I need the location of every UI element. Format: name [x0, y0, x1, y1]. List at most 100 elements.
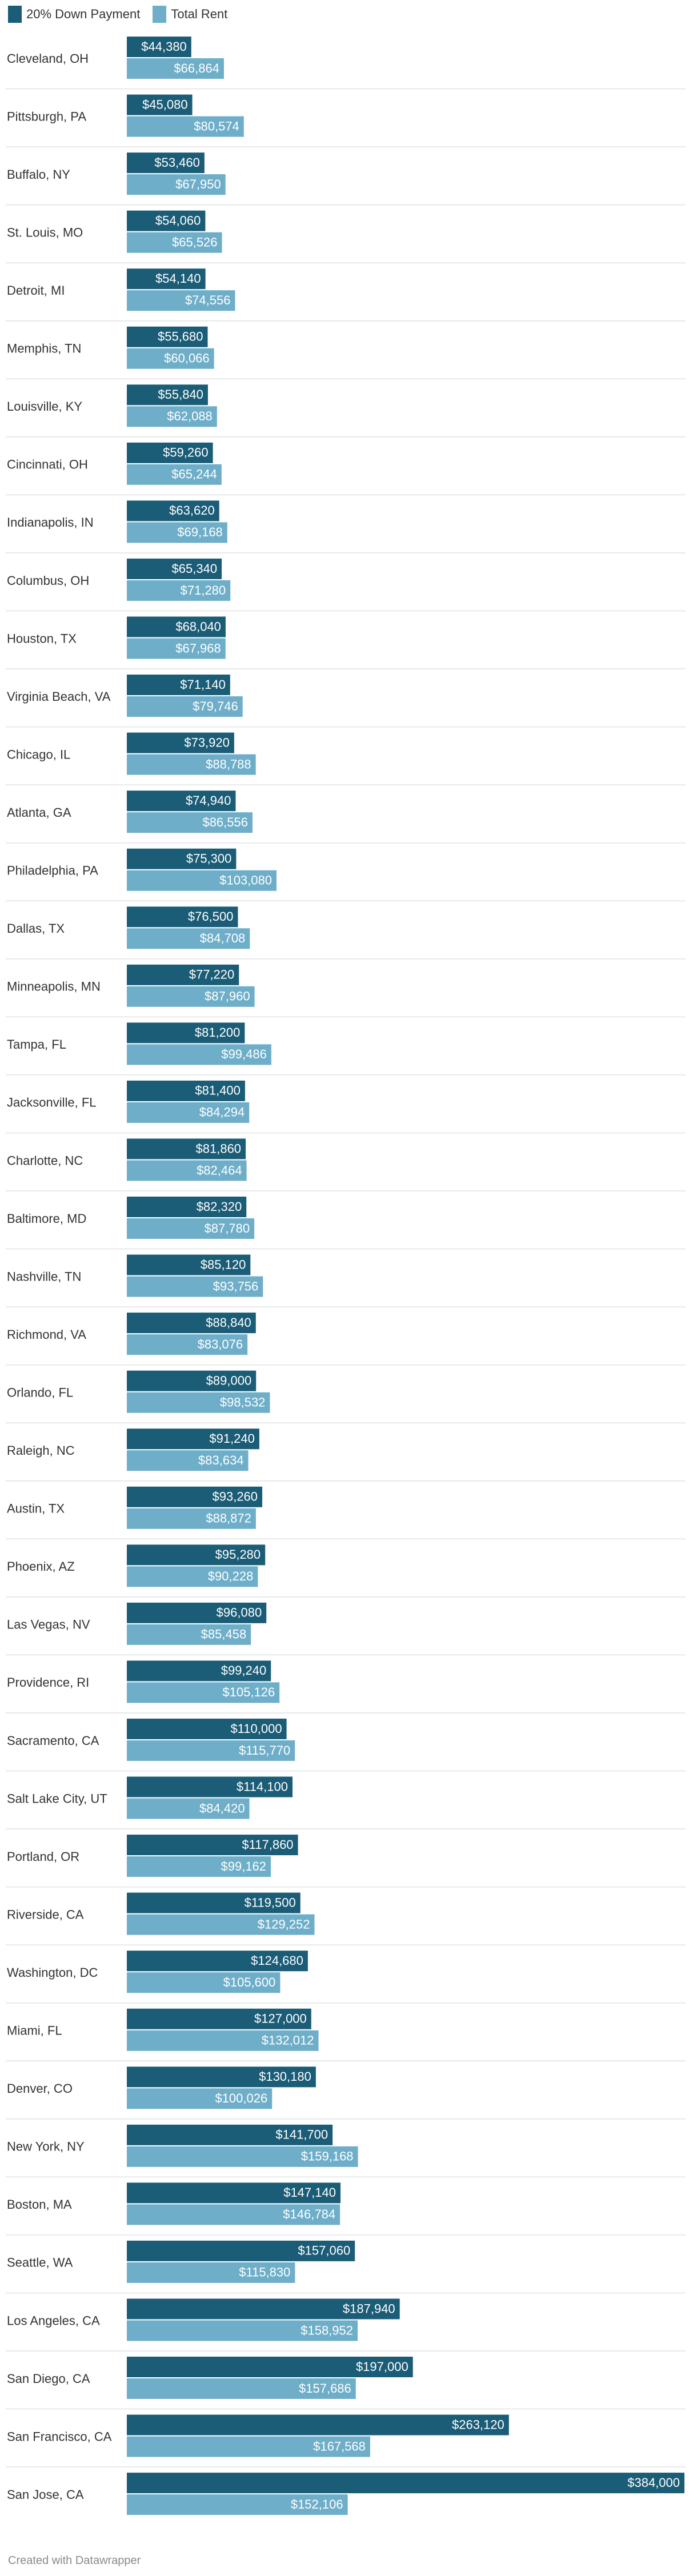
value-label-down-payment-phoenix-az: $95,280 — [215, 1547, 261, 1562]
value-label-total-rent-riverside-ca: $129,252 — [258, 1917, 310, 1931]
value-label-total-rent-austin-tx: $88,872 — [206, 1511, 251, 1526]
value-label-down-payment-buffalo-ny: $53,460 — [154, 155, 200, 170]
legend-label-total-rent: Total Rent — [171, 7, 228, 21]
bar-down-payment-portland-or — [127, 1835, 298, 1856]
bar-total-rent-los-angeles-ca — [127, 2320, 358, 2341]
bar-down-payment-memphis-tn — [127, 326, 208, 347]
value-label-down-payment-dallas-tx: $76,500 — [188, 909, 234, 924]
legend-item-down-payment: 20% Down Payment — [8, 6, 140, 23]
bar-total-rent-denver-co — [127, 2088, 273, 2109]
value-label-total-rent-detroit-mi: $74,556 — [185, 293, 231, 307]
bar-down-payment-tampa-fl — [127, 1022, 245, 1044]
value-label-total-rent-los-angeles-ca: $158,952 — [301, 2323, 353, 2337]
bar-total-rent-pittsburgh-pa — [127, 116, 244, 137]
value-label-total-rent-washington-dc: $105,600 — [223, 1975, 276, 1989]
value-label-total-rent-providence-ri: $105,126 — [222, 1685, 275, 1699]
bar-down-payment-cincinnati-oh — [127, 442, 213, 463]
value-label-down-payment-san-diego-ca: $197,000 — [356, 2360, 408, 2374]
bar-down-payment-providence-ri — [127, 1660, 271, 1682]
bar-down-payment-minneapolis-mn — [127, 964, 239, 985]
bar-total-rent-providence-ri — [127, 1682, 280, 1703]
value-label-total-rent-new-york-ny: $159,168 — [301, 2149, 354, 2164]
bar-down-payment-denver-co — [127, 2067, 316, 2088]
category-label-san-francisco-ca: San Francisco, CA — [7, 2429, 112, 2443]
category-label-los-angeles-ca: Los Angeles, CA — [7, 2313, 100, 2328]
bar-total-rent-boston-ma — [127, 2204, 341, 2225]
bar-down-payment-philadelphia-pa — [127, 848, 237, 869]
legend-swatch-total-rent — [153, 6, 167, 23]
bar-down-payment-salt-lake-city-ut — [127, 1776, 293, 1797]
value-label-down-payment-sacramento-ca: $110,000 — [230, 1722, 282, 1736]
bar-down-payment-nashville-tn — [127, 1254, 251, 1275]
bar-total-rent-indianapolis-in — [127, 522, 227, 543]
value-label-down-payment-riverside-ca: $119,500 — [245, 1895, 296, 1909]
value-label-total-rent-orlando-fl: $98,532 — [220, 1395, 266, 1409]
value-label-down-payment-chicago-il: $73,920 — [184, 735, 230, 749]
value-label-total-rent-virginia-beach-va: $79,746 — [193, 699, 238, 713]
value-label-down-payment-tampa-fl: $81,200 — [195, 1025, 241, 1040]
bar-down-payment-cleveland-oh — [127, 37, 191, 57]
value-label-total-rent-seattle-wa: $115,830 — [239, 2265, 290, 2280]
bar-total-rent-chicago-il — [127, 754, 256, 775]
value-label-down-payment-st-louis-mo: $54,060 — [155, 213, 201, 227]
value-label-total-rent-boston-ma: $146,784 — [283, 2207, 335, 2221]
bar-down-payment-san-francisco-ca — [127, 2414, 509, 2435]
category-label-minneapolis-mn: Minneapolis, MN — [7, 980, 101, 994]
value-label-total-rent-nashville-tn: $93,756 — [213, 1279, 259, 1293]
category-label-portland-or: Portland, OR — [7, 1849, 79, 1864]
category-label-raleigh-nc: Raleigh, NC — [7, 1443, 75, 1458]
bar-total-rent-phoenix-az — [127, 1566, 258, 1587]
bar-down-payment-indianapolis-in — [127, 500, 219, 521]
bar-total-rent-san-jose-ca — [127, 2494, 348, 2515]
category-label-new-york-ny: New York, NY — [7, 2140, 85, 2154]
value-label-total-rent-san-diego-ca: $157,686 — [299, 2381, 351, 2396]
value-label-down-payment-charlotte-nc: $81,860 — [196, 1141, 242, 1155]
value-label-total-rent-san-jose-ca: $152,106 — [291, 2497, 343, 2511]
value-label-total-rent-indianapolis-in: $69,168 — [177, 525, 223, 539]
bar-total-rent-portland-or — [127, 1856, 271, 1877]
category-label-san-diego-ca: San Diego, CA — [7, 2372, 90, 2386]
footer-credit: Created with Datawrapper — [8, 2554, 141, 2567]
bar-total-rent-st-louis-mo — [127, 232, 222, 253]
value-label-total-rent-sacramento-ca: $115,770 — [239, 1743, 290, 1758]
value-label-down-payment-richmond-va: $88,840 — [206, 1315, 251, 1330]
bar-total-rent-memphis-tn — [127, 348, 214, 369]
category-label-salt-lake-city-ut: Salt Lake City, UT — [7, 1791, 107, 1805]
legend-swatch-down-payment — [8, 6, 22, 23]
value-label-down-payment-baltimore-md: $82,320 — [197, 1199, 242, 1214]
value-label-down-payment-virginia-beach-va: $71,140 — [180, 677, 226, 692]
category-label-atlanta-ga: Atlanta, GA — [7, 805, 71, 820]
category-label-buffalo-ny: Buffalo, NY — [7, 167, 70, 182]
category-label-chicago-il: Chicago, IL — [7, 747, 70, 761]
value-label-down-payment-cleveland-oh: $44,380 — [141, 39, 187, 54]
value-label-down-payment-memphis-tn: $55,680 — [158, 330, 203, 344]
category-label-houston-tx: Houston, TX — [7, 631, 77, 645]
value-label-total-rent-columbus-oh: $71,280 — [181, 583, 226, 597]
category-label-miami-fl: Miami, FL — [7, 2024, 62, 2038]
category-label-richmond-va: Richmond, VA — [7, 1327, 86, 1342]
category-label-nashville-tn: Nashville, TN — [7, 1269, 81, 1283]
value-label-total-rent-dallas-tx: $84,708 — [200, 931, 246, 945]
category-label-cleveland-oh: Cleveland, OH — [7, 51, 89, 66]
value-label-down-payment-san-jose-ca: $384,000 — [627, 2475, 680, 2490]
category-label-san-jose-ca: San Jose, CA — [7, 2487, 84, 2502]
bar-down-payment-columbus-oh — [127, 558, 222, 579]
bar-total-rent-san-diego-ca — [127, 2378, 356, 2399]
bar-down-payment-baltimore-md — [127, 1197, 247, 1217]
value-label-total-rent-atlanta-ga: $86,556 — [202, 815, 248, 829]
legend: 20% Down Payment Total Rent — [8, 6, 240, 23]
bar-down-payment-san-diego-ca — [127, 2357, 413, 2377]
value-label-down-payment-seattle-wa: $157,060 — [298, 2244, 350, 2258]
bar-total-rent-philadelphia-pa — [127, 870, 277, 891]
value-label-down-payment-salt-lake-city-ut: $114,100 — [237, 1779, 288, 1793]
bar-total-rent-salt-lake-city-ut — [127, 1798, 250, 1819]
category-label-baltimore-md: Baltimore, MD — [7, 1211, 86, 1226]
value-label-down-payment-houston-tx: $68,040 — [175, 619, 221, 633]
category-label-memphis-tn: Memphis, TN — [7, 342, 81, 356]
value-label-total-rent-buffalo-ny: $67,950 — [175, 177, 221, 191]
bar-total-rent-las-vegas-nv — [127, 1624, 251, 1645]
value-label-total-rent-houston-tx: $67,968 — [175, 641, 221, 655]
value-label-total-rent-cleveland-oh: $66,864 — [174, 61, 219, 75]
bar-down-payment-miami-fl — [127, 2008, 311, 2029]
category-label-austin-tx: Austin, TX — [7, 1502, 65, 1516]
